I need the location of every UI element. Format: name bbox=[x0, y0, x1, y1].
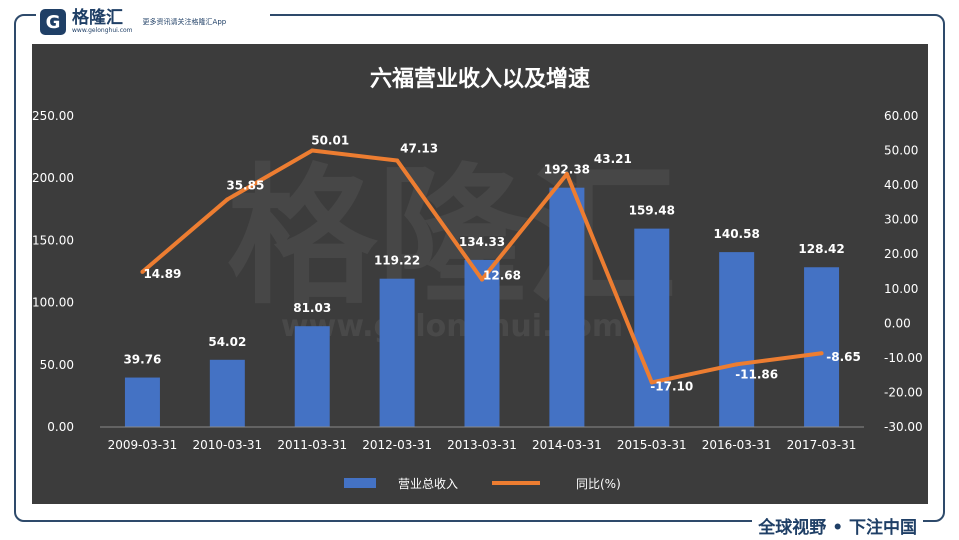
line-point bbox=[564, 172, 569, 177]
footer-slogan: 全球视野 • 下注中国 bbox=[752, 513, 923, 538]
line-value-label: -11.86 bbox=[735, 367, 778, 381]
brand-header: G 格隆汇 www.gelonghui.com 更多资讯请关注格隆汇App bbox=[36, 4, 270, 40]
bar bbox=[549, 187, 585, 427]
line-value-label: 43.21 bbox=[594, 152, 632, 166]
x-tick-label: 2010-03-31 bbox=[192, 438, 262, 452]
legend-bar-swatch bbox=[344, 478, 376, 488]
line-series: 14.89 35.85 50.01 47.13 12.68 43.21 -17.10 -11.… bbox=[140, 134, 861, 393]
y-right-tick-label: 30.00 bbox=[884, 213, 918, 227]
bar bbox=[464, 259, 500, 427]
bar-value-label: 134.33 bbox=[459, 235, 505, 249]
frame-border bbox=[14, 14, 945, 522]
y-right-tick-label: -20.00 bbox=[884, 385, 923, 399]
line-value-label: 12.68 bbox=[483, 269, 521, 283]
x-tick-label: 2017-03-31 bbox=[787, 438, 857, 452]
line-point bbox=[649, 380, 654, 385]
line-point bbox=[310, 148, 315, 153]
y-left-tick-label: 250.00 bbox=[32, 109, 74, 123]
bar-series: 39.76 54.02 81.03 119.22 134.33 192.38 159.48 1… bbox=[123, 163, 845, 427]
bar-value-label: 128.42 bbox=[798, 242, 844, 256]
y-left-tick-label: 0.00 bbox=[47, 420, 74, 434]
line-value-label: 47.13 bbox=[400, 141, 438, 155]
chart-title: 六福营业收入以及增速 bbox=[370, 66, 590, 92]
legend: 营业总收入 同比(%) bbox=[344, 477, 621, 491]
x-tick-label: 2011-03-31 bbox=[277, 438, 347, 452]
x-tick-label: 2009-03-31 bbox=[108, 438, 178, 452]
legend-line-label: 同比(%) bbox=[576, 477, 621, 491]
x-tick-label: 2016-03-31 bbox=[702, 438, 772, 452]
brand-name: 格隆汇 bbox=[72, 8, 123, 28]
bar-value-label: 140.58 bbox=[714, 227, 760, 241]
y-left-tick-label: 100.00 bbox=[32, 296, 74, 310]
line-point bbox=[480, 277, 484, 282]
bar bbox=[294, 326, 330, 427]
bar-value-label: 54.02 bbox=[208, 335, 246, 349]
bar-value-label: 159.48 bbox=[629, 204, 675, 218]
bar-value-label: 39.76 bbox=[123, 353, 161, 367]
x-tick-label: 2013-03-31 bbox=[447, 438, 517, 452]
line-value-label: 35.85 bbox=[226, 178, 264, 192]
bar-value-label: 119.22 bbox=[374, 254, 420, 268]
bar bbox=[209, 359, 245, 427]
bar bbox=[719, 252, 755, 427]
line-point bbox=[395, 158, 400, 163]
y-right-tick-label: 20.00 bbox=[884, 247, 918, 261]
bar-value-label: 192.38 bbox=[544, 163, 590, 177]
brand-domain: www.gelonghui.com bbox=[72, 27, 133, 34]
y-right-tick-label: -30.00 bbox=[884, 420, 923, 434]
y-right-tick-label: 0.00 bbox=[884, 316, 911, 330]
y-axis-left: 0.00 50.00 100.00 150.00 200.00 250.00 bbox=[32, 109, 74, 434]
bar bbox=[804, 267, 840, 427]
x-tick-label: 2014-03-31 bbox=[532, 438, 602, 452]
y-right-tick-label: 40.00 bbox=[884, 178, 918, 192]
legend-bar-label: 营业总收入 bbox=[398, 477, 458, 491]
line-point bbox=[140, 269, 145, 274]
y-axis-right: -30.00 -20.00 -10.00 0.00 10.00 20.00 30.00 40.… bbox=[884, 109, 923, 434]
brand-tagline: 更多资讯请关注格隆汇App bbox=[142, 18, 227, 26]
bar-value-label: 81.03 bbox=[293, 301, 331, 315]
line-value-label: -8.65 bbox=[826, 350, 861, 364]
y-left-tick-label: 150.00 bbox=[32, 233, 74, 247]
y-right-tick-label: -10.00 bbox=[884, 351, 923, 365]
line-value-label: 14.89 bbox=[143, 267, 181, 281]
chart-svg: 格隆汇 www.gelonghui.com 六福营业收入以及增速 0.0050.… bbox=[32, 66, 923, 491]
bar bbox=[634, 228, 670, 427]
line-point bbox=[734, 362, 739, 367]
bar bbox=[379, 278, 415, 427]
line-point bbox=[819, 351, 824, 356]
y-left-tick-label: 50.00 bbox=[40, 358, 74, 372]
y-right-tick-label: 50.00 bbox=[884, 144, 918, 158]
line-value-label: 50.01 bbox=[311, 134, 349, 148]
y-right-tick-label: 10.00 bbox=[884, 282, 918, 296]
line-value-label: -17.10 bbox=[650, 379, 693, 393]
x-axis: 2009-03-31 2010-03-31 2011-03-31 2012-03-31… bbox=[100, 426, 864, 452]
bar bbox=[124, 377, 160, 427]
chart-area: 格隆汇 www.gelonghui.com 六福营业收入以及增速 0.00 50.… bbox=[32, 44, 928, 504]
brand-text: 格隆汇 www.gelonghui.com bbox=[72, 8, 133, 35]
x-tick-label: 2012-03-31 bbox=[362, 438, 432, 452]
y-left-tick-label: 200.00 bbox=[32, 171, 74, 185]
x-tick-label: 2015-03-31 bbox=[617, 438, 687, 452]
y-right-tick-label: 60.00 bbox=[884, 109, 918, 123]
line-point bbox=[225, 197, 230, 202]
logo-icon: G bbox=[40, 9, 66, 35]
